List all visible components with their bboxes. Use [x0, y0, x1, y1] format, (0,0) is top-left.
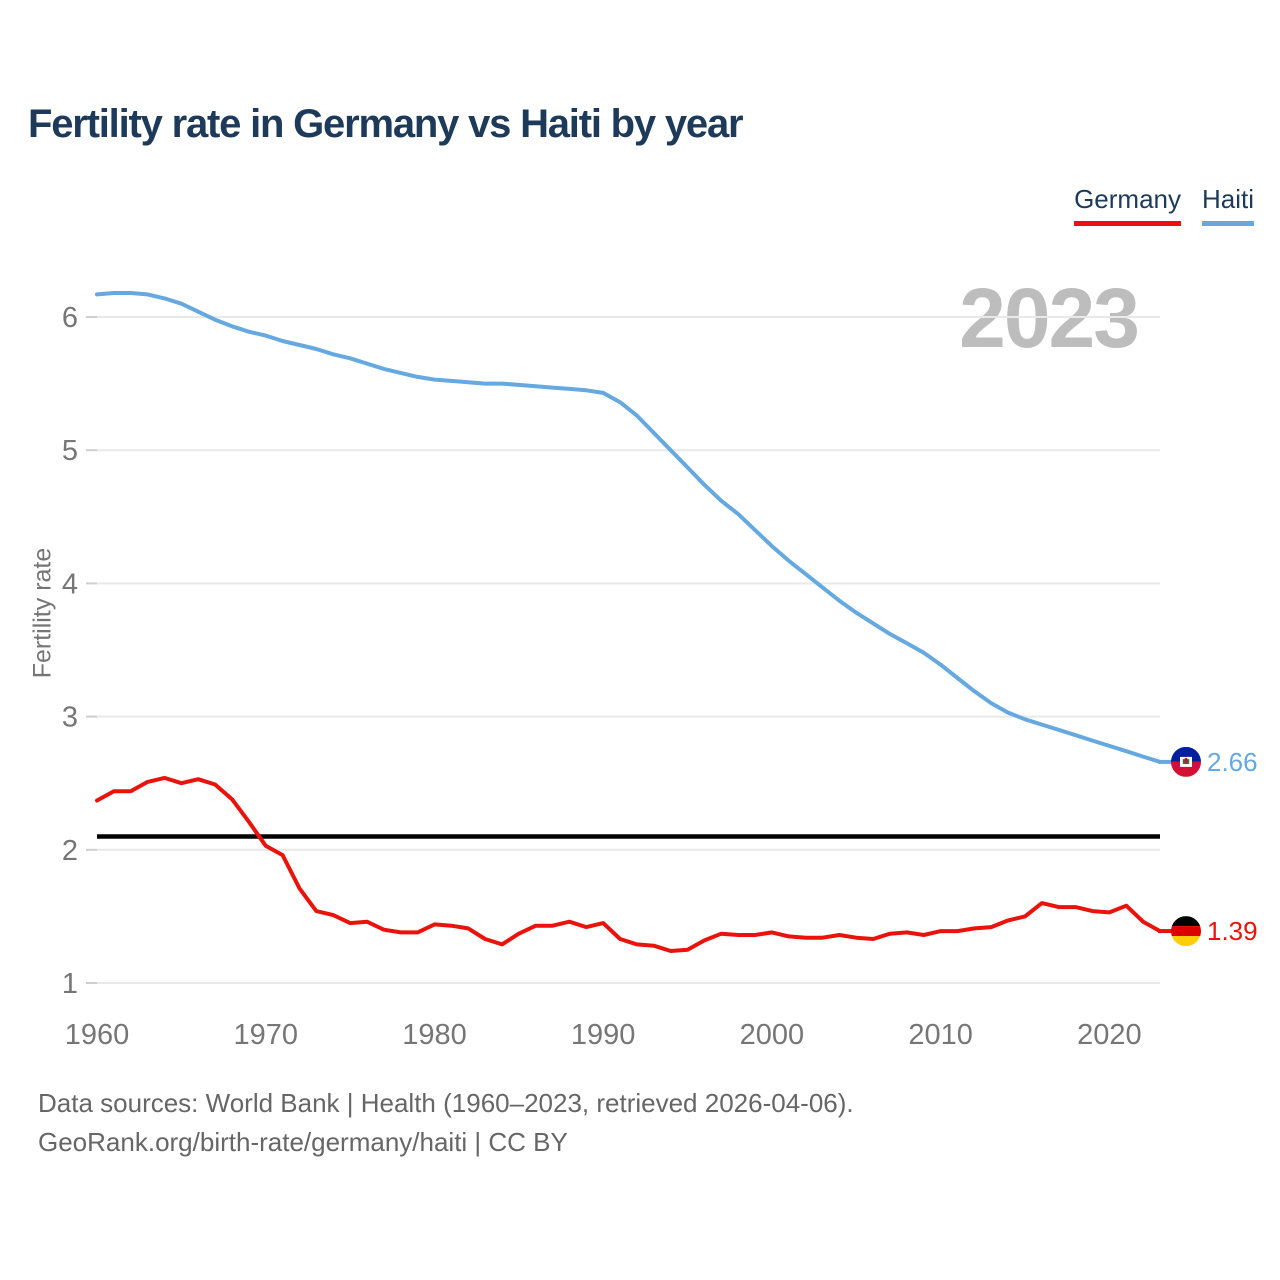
x-tick-label: 2000: [740, 1019, 805, 1051]
germany-line: [95, 775, 1162, 953]
x-tick-label: 2010: [908, 1019, 973, 1051]
haiti-flag-icon: [1171, 746, 1201, 777]
x-tick-label: 1970: [233, 1019, 298, 1051]
y-tick-label: 6: [62, 302, 78, 334]
x-tick-label: 1960: [65, 1019, 130, 1051]
chart-title: Fertility rate in Germany vs Haiti by ye…: [28, 102, 744, 146]
y-tick-label: 1: [62, 968, 78, 1000]
y-tick-label: 2: [62, 835, 78, 867]
y-tick-label: 4: [62, 568, 78, 600]
footer-license-line: GeoRank.org/birth-rate/germany/haiti | C…: [38, 1127, 568, 1157]
x-tick-label: 1980: [402, 1019, 467, 1051]
haiti-end-value-label: 2.66: [1207, 747, 1258, 777]
haiti-line: [95, 291, 1162, 764]
germany-flag-icon: [1171, 916, 1201, 947]
y-tick-label: 3: [62, 702, 78, 734]
x-tick-label: 1990: [571, 1019, 636, 1051]
y-tick-label: 5: [62, 435, 78, 467]
chart-legend: Germany Haiti: [1074, 184, 1254, 226]
footer-source-line: Data sources: World Bank | Health (1960–…: [38, 1088, 854, 1118]
x-tick-label: 2020: [1077, 1019, 1142, 1051]
chart-footer: Data sources: World Bank | Health (1960–…: [38, 1084, 854, 1162]
legend-item-haiti[interactable]: Haiti: [1201, 184, 1254, 226]
germany-end-value-label: 1.39: [1207, 916, 1258, 946]
legend-item-germany[interactable]: Germany: [1074, 184, 1181, 226]
